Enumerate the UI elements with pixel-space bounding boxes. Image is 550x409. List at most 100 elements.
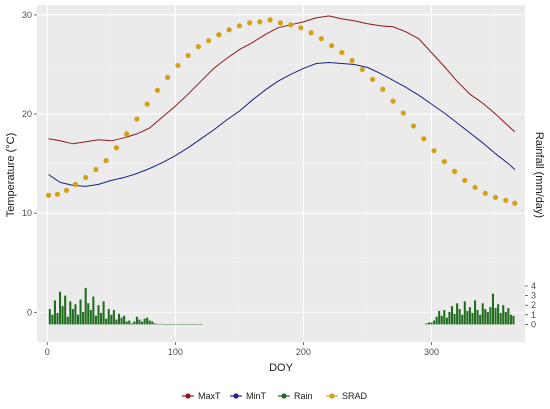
- rain-bar: [117, 313, 120, 325]
- rain-bar: [69, 301, 72, 325]
- rain-bar: [471, 312, 474, 325]
- rain-bar: [82, 311, 85, 325]
- rain-bar: [51, 314, 54, 325]
- y-tick-label: 10: [22, 208, 32, 218]
- rain-bar: [427, 322, 430, 325]
- rain-bar: [48, 309, 51, 325]
- rain-bar: [151, 321, 154, 325]
- rain-bar: [105, 318, 108, 325]
- rain-bar: [448, 311, 451, 325]
- srad-point: [298, 25, 304, 31]
- rain-bar: [76, 314, 80, 325]
- rain-bar: [133, 321, 136, 325]
- y2-axis-title: Rainfall (mm/day): [533, 132, 545, 218]
- srad-point: [369, 76, 376, 82]
- srad-point: [175, 62, 181, 69]
- legend-item-mint: MinT: [230, 391, 267, 401]
- srad-point: [124, 131, 130, 137]
- rain-bar: [123, 315, 126, 325]
- rain-bar: [479, 314, 482, 325]
- rain-bar: [100, 312, 103, 325]
- legend-marker: [233, 393, 239, 399]
- rain-bar: [128, 320, 131, 325]
- rain-bar: [112, 310, 115, 325]
- y2-tick-label: 4: [531, 281, 536, 291]
- rain-bar: [135, 316, 138, 325]
- legend-marker: [329, 393, 335, 399]
- srad-points: [45, 17, 518, 206]
- rain-bar: [148, 320, 151, 325]
- rain-bar: [74, 304, 77, 325]
- srad-point: [421, 136, 427, 142]
- rain-bar: [466, 310, 469, 325]
- srad-point: [236, 23, 242, 29]
- srad-point: [288, 22, 294, 28]
- rain-bar: [64, 295, 67, 325]
- srad-point: [134, 116, 140, 122]
- rain-bar: [153, 323, 156, 325]
- rain-bar: [192, 324, 195, 325]
- rain-bar: [468, 307, 471, 325]
- srad-point: [93, 166, 99, 173]
- rain-bar: [445, 317, 448, 325]
- rain-bar: [53, 300, 56, 325]
- rain-bar: [491, 293, 495, 325]
- rain-bar: [199, 324, 202, 325]
- rain-bar: [504, 311, 507, 325]
- rain-bar: [164, 324, 167, 325]
- rain-bar: [430, 322, 433, 325]
- rain-bar: [94, 315, 97, 325]
- rain-bar: [61, 306, 64, 325]
- legend-item-maxt: MaxT: [182, 391, 221, 401]
- y-tick-label: 0: [27, 307, 32, 317]
- srad-point: [154, 87, 160, 93]
- rain-bar: [171, 324, 174, 325]
- rain-bar: [59, 291, 62, 325]
- rain-bar: [499, 312, 502, 325]
- x-tick-label: 200: [296, 347, 311, 357]
- rain-bar: [141, 321, 144, 325]
- mint-line: [48, 61, 516, 187]
- rain-bar: [169, 324, 172, 325]
- srad-point: [144, 101, 150, 107]
- rain-bar: [181, 324, 185, 325]
- rain-bar: [189, 324, 192, 325]
- rain-bar: [156, 323, 159, 325]
- rain-bar: [476, 310, 479, 325]
- srad-point: [277, 20, 283, 26]
- srad-point: [318, 36, 324, 42]
- srad-point: [349, 57, 355, 64]
- rain-bar: [512, 315, 515, 325]
- rain-bar: [438, 310, 441, 325]
- rain-bar: [115, 319, 118, 325]
- legend-item-srad: SRAD: [326, 391, 368, 401]
- legend-label: MinT: [246, 391, 267, 401]
- srad-point: [216, 32, 222, 38]
- srad-point: [380, 86, 386, 92]
- legend: MaxT MinT Rain SRAD: [182, 391, 368, 401]
- srad-point: [339, 49, 345, 56]
- rain-bar: [102, 301, 105, 325]
- rain-bar: [458, 309, 461, 325]
- srad-point: [206, 38, 212, 44]
- legend-marker: [185, 393, 191, 399]
- rain-bar: [456, 303, 459, 325]
- rain-bar: [440, 315, 443, 325]
- srad-point: [492, 194, 499, 200]
- y-axis-title: Temperature (°C): [5, 133, 17, 217]
- rain-bar: [481, 303, 484, 325]
- x-axis-title: DOY: [269, 362, 294, 374]
- srad-point: [113, 145, 120, 151]
- rain-bar: [486, 311, 489, 325]
- srad-point: [400, 110, 406, 116]
- rain-bar: [92, 296, 95, 325]
- legend-label: MaxT: [198, 391, 221, 401]
- rain-bar: [161, 323, 164, 325]
- rain-bar: [507, 308, 510, 325]
- rain-bar: [143, 318, 146, 325]
- rain-bar: [130, 323, 133, 325]
- srad-point: [359, 66, 365, 73]
- legend-marker: [281, 393, 287, 399]
- srad-point: [441, 159, 447, 165]
